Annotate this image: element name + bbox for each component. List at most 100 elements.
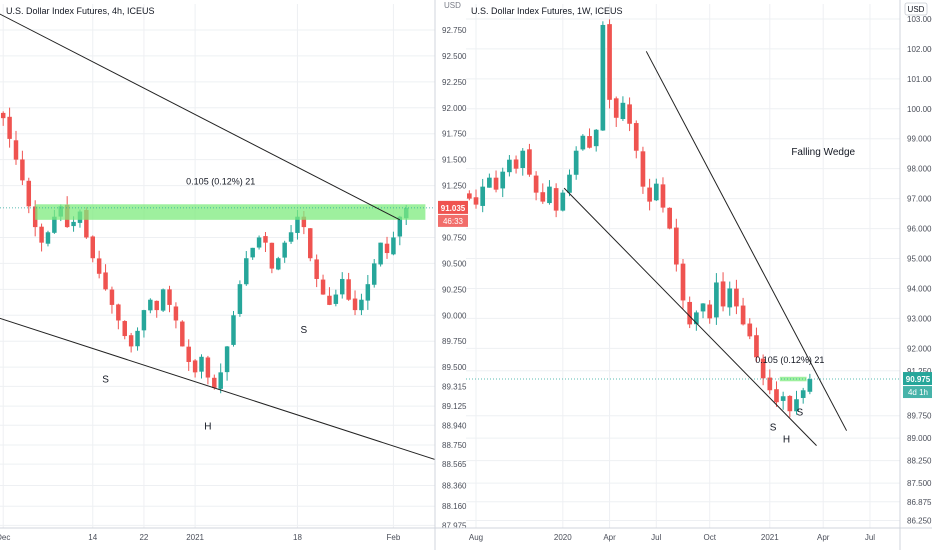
left-countdown-box xyxy=(438,214,468,227)
right-y-tick-label: 88.250 xyxy=(907,457,932,466)
right-unit-box[interactable] xyxy=(904,2,928,16)
left-y-tick-label: 91.500 xyxy=(442,156,467,165)
left-annotation: H xyxy=(204,421,211,432)
right-x-tick-label: Apr xyxy=(817,533,830,542)
left-x-tick-label: 2021 xyxy=(186,533,204,542)
right-candle-body xyxy=(567,174,572,193)
right-chart-title: U.S. Dollar Index Futures, 1W, ICEUS xyxy=(471,6,623,16)
right-y-tick-label: 92.000 xyxy=(907,344,932,353)
left-y-tick-label: 92.250 xyxy=(442,78,467,87)
right-candle-body xyxy=(533,175,539,193)
left-candle-body xyxy=(340,278,345,295)
left-candle-body xyxy=(301,216,307,228)
left-candle-body xyxy=(0,112,6,119)
left-x-tick-label: 22 xyxy=(139,533,148,542)
left-candle-body xyxy=(237,284,243,314)
left-candle-body xyxy=(180,321,185,347)
left-trendlines xyxy=(0,9,438,461)
right-candle-body xyxy=(547,186,552,204)
right-candle-body xyxy=(707,304,713,319)
right-candle-body xyxy=(620,102,626,120)
right-candle-body xyxy=(540,192,546,202)
left-candle-body xyxy=(141,310,147,331)
left-candle-body xyxy=(116,304,121,321)
right-y-tick-label: 89.000 xyxy=(907,434,932,443)
right-candle-body xyxy=(587,136,592,148)
right-candle-body xyxy=(734,288,739,307)
left-y-tick-label: 91.250 xyxy=(442,182,467,191)
left-candle-body xyxy=(154,300,159,311)
left-candle-body xyxy=(333,294,339,304)
left-y-tick-label: 91.750 xyxy=(442,130,467,139)
right-candle-body xyxy=(800,390,806,398)
left-candle-body xyxy=(320,279,326,295)
right-annotation: H xyxy=(783,435,790,446)
right-annotation: Falling Wedge xyxy=(791,147,855,158)
left-candle-body xyxy=(250,247,255,258)
left-candle-body xyxy=(346,279,351,300)
left-candle-body xyxy=(397,216,403,237)
right-trendline-2[interactable] xyxy=(563,187,817,447)
left-candle-body xyxy=(122,321,127,337)
right-y-tick-label: 89.750 xyxy=(907,412,932,421)
left-candle-body xyxy=(45,232,51,244)
right-candle-body xyxy=(714,282,719,318)
right-candle-body xyxy=(720,281,726,307)
right-x-tick-label: Oct xyxy=(703,533,716,542)
left-candle-body xyxy=(224,346,230,373)
left-candle-body xyxy=(148,299,153,311)
right-candle-body xyxy=(794,399,799,412)
left-y-tick-label: 92.500 xyxy=(442,52,467,61)
left-y-tick-label: 88.750 xyxy=(442,441,467,450)
right-y-tick-label: 87.500 xyxy=(907,479,932,488)
left-y-tick-label: 88.940 xyxy=(442,421,467,430)
right-y-tick-label: 91.250 xyxy=(907,367,932,376)
left-annotation: S xyxy=(102,375,109,386)
right-y-tick-label: 103.000 xyxy=(907,15,932,24)
left-candle-body xyxy=(173,306,179,321)
left-candle-body xyxy=(103,272,108,290)
left-trendline-1[interactable] xyxy=(0,9,401,221)
right-candles xyxy=(467,19,813,418)
left-y-tick-label: 90.500 xyxy=(442,259,467,268)
left-measure-label: 0.105 (0.12%) 21 xyxy=(186,176,255,186)
left-candle-body xyxy=(186,346,191,362)
left-y-tick-label: 92.000 xyxy=(442,104,467,113)
left-candle-body xyxy=(384,243,390,254)
right-y-tick-label: 100.000 xyxy=(907,105,932,114)
right-x-tick-label: Jul xyxy=(651,533,661,542)
right-candle-body xyxy=(480,186,486,206)
right-annotation: S xyxy=(770,423,777,434)
left-last-price-label: 91.035 xyxy=(441,204,466,213)
left-candle-body xyxy=(256,237,262,248)
left-candle-body xyxy=(13,140,19,160)
left-resistance-zone[interactable] xyxy=(35,204,426,220)
right-candle-body xyxy=(513,159,519,169)
left-trendline-2[interactable] xyxy=(0,315,438,461)
left-candle-body xyxy=(263,236,268,243)
right-candle-body xyxy=(613,98,619,118)
left-candle-body xyxy=(71,221,76,227)
left-x-tick-label: 14 xyxy=(88,533,97,542)
right-trendline-1[interactable] xyxy=(645,51,848,431)
left-y-tick-label: 90.750 xyxy=(442,233,467,242)
right-y-tick-label: 99.000 xyxy=(907,135,932,144)
right-candle-body xyxy=(653,183,659,201)
right-candle-body xyxy=(600,24,606,131)
left-candle-body xyxy=(391,237,396,255)
right-unit-label: USD xyxy=(908,5,925,14)
left-last-price-box xyxy=(438,200,468,214)
right-x-tick-label: 2020 xyxy=(554,533,572,542)
right-candle-body xyxy=(747,323,753,337)
left-candle-body xyxy=(84,209,89,238)
left-y-tick-label: 90.000 xyxy=(442,311,467,320)
left-candle-body xyxy=(231,315,236,345)
left-candle-body xyxy=(205,357,211,378)
left-y-tick-label: 88.160 xyxy=(442,502,467,511)
left-x-tick-label: Dec xyxy=(0,533,10,542)
left-candle-body xyxy=(359,299,364,311)
left-candle-body xyxy=(39,226,44,243)
left-candles xyxy=(0,107,409,394)
right-candle-body xyxy=(520,150,526,169)
